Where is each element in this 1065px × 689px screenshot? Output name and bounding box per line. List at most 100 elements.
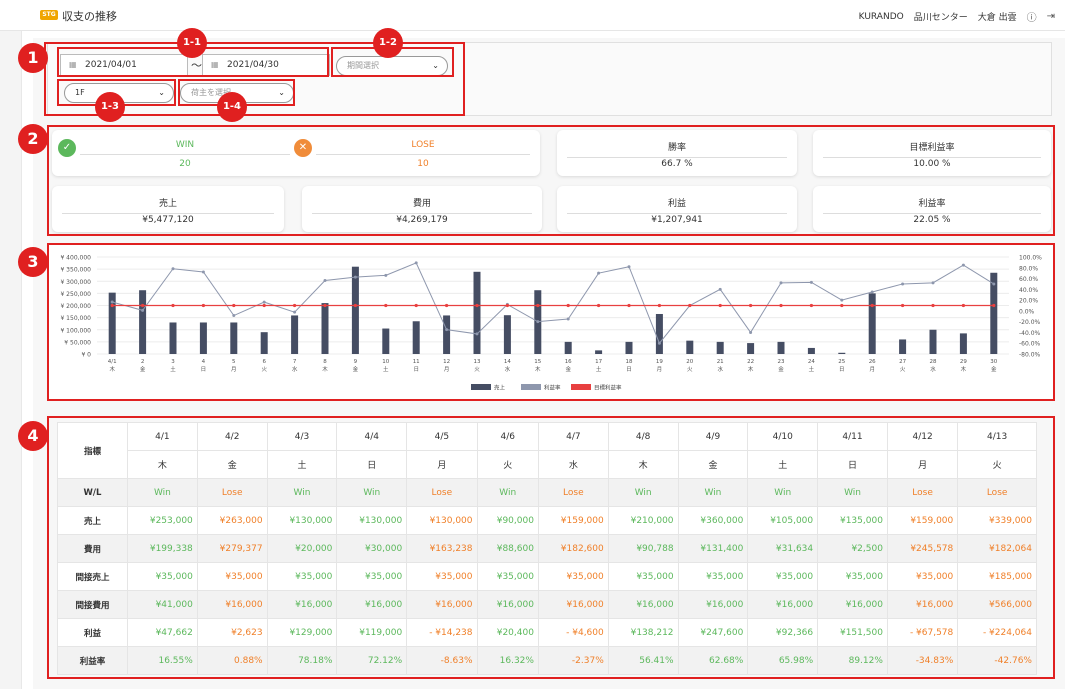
y-tick-right: 40.0% bbox=[1019, 287, 1038, 294]
table-cell: ¥35,000 bbox=[817, 562, 888, 591]
table-cell: ¥199,338 bbox=[127, 534, 198, 563]
x-tick-weekday: 木 bbox=[535, 365, 541, 373]
margin-rate-point bbox=[475, 332, 479, 336]
table-cell: ¥253,000 bbox=[127, 506, 198, 535]
table-row: 費用 ¥199,338 ¥279,377 ¥20,000 ¥30,000 ¥163,238… bbox=[57, 534, 1037, 563]
user-area: KURANDO 品川センター 大倉 出雲 ⓘ ⇥ bbox=[859, 9, 1055, 24]
row-label: 売上 bbox=[57, 506, 128, 535]
cost-label: 費用 bbox=[312, 196, 532, 214]
table-cell: Win bbox=[747, 478, 819, 507]
revenue-chart: ¥ 400,000 ¥ 350,000 ¥ 300,000 ¥ 250,000 ¥ 20… bbox=[47, 245, 1055, 400]
table-cell: ¥16,000 bbox=[537, 590, 609, 619]
chart-bar bbox=[503, 315, 511, 354]
table-cell: ¥16,000 bbox=[266, 590, 338, 619]
x-tick-weekday: 木 bbox=[109, 365, 115, 373]
x-tick-weekday: 土 bbox=[383, 365, 389, 373]
chart-bar bbox=[230, 322, 238, 354]
margin-rate-point bbox=[901, 282, 905, 286]
win-rate-value: 66.7 % bbox=[661, 159, 693, 169]
margin-rate-point bbox=[323, 278, 327, 282]
target-margin-point bbox=[384, 303, 388, 308]
user-name[interactable]: 大倉 出雲 bbox=[977, 13, 1017, 23]
target-margin-point bbox=[597, 303, 601, 308]
target-margin-point bbox=[536, 303, 540, 308]
table-cell: ¥131,400 bbox=[677, 534, 749, 563]
x-tick-weekday: 火 bbox=[687, 367, 693, 373]
chevron-down-icon: ⌄ bbox=[158, 88, 165, 97]
target-margin-label: 目標利益率 bbox=[823, 140, 1041, 158]
date-range-tilde: 〜 bbox=[191, 59, 202, 72]
legend-label: 売上 bbox=[494, 384, 506, 392]
table-cell: ¥130,000 bbox=[266, 506, 338, 535]
chart-bar bbox=[139, 290, 147, 354]
x-tick-weekday: 土 bbox=[170, 365, 176, 373]
table-cell: 16.32% bbox=[476, 646, 539, 675]
win-rate-label: 勝率 bbox=[567, 140, 787, 158]
table-cell: ¥210,000 bbox=[607, 506, 679, 535]
y-tick-right: -40.0% bbox=[1019, 330, 1041, 337]
table-cell: -34.83% bbox=[886, 646, 959, 675]
left-rail bbox=[0, 31, 22, 689]
date-from-value: 2021/04/01 bbox=[85, 60, 137, 70]
sales-value: ¥5,477,120 bbox=[142, 215, 194, 225]
table-cell: ¥92,366 bbox=[747, 618, 819, 647]
center-name[interactable]: 品川センター bbox=[913, 13, 968, 23]
x-tick-weekday: 金 bbox=[140, 365, 146, 373]
marker-1: 1 bbox=[18, 43, 48, 73]
y-tick-right: 20.0% bbox=[1019, 298, 1038, 305]
margin-rate-point bbox=[536, 320, 540, 324]
table-cell: 62.68% bbox=[677, 646, 749, 675]
help-icon[interactable]: ⓘ bbox=[1026, 13, 1037, 24]
table-cell: ¥47,662 bbox=[127, 618, 198, 647]
shipper-select-placeholder: 荷主を選択 bbox=[191, 88, 231, 97]
margin-rate-point bbox=[262, 300, 266, 304]
table-cell: ¥16,000 bbox=[196, 590, 268, 619]
table-cell: ¥20,000 bbox=[266, 534, 338, 563]
x-tick-weekday: 金 bbox=[353, 365, 359, 373]
table-cell: ¥279,377 bbox=[196, 534, 268, 563]
x-tick-day: 4 bbox=[202, 359, 206, 365]
target-margin-point bbox=[961, 303, 966, 308]
legend-swatch bbox=[521, 384, 541, 390]
margin-rate-point bbox=[171, 267, 175, 271]
table-cell: Win bbox=[336, 478, 408, 507]
logout-icon[interactable]: ⇥ bbox=[1046, 11, 1055, 22]
table-cell: ¥16,000 bbox=[817, 590, 888, 619]
chart-bar bbox=[595, 350, 603, 354]
target-margin-point bbox=[809, 303, 814, 308]
x-tick-day: 2 bbox=[141, 359, 145, 365]
sales-card: 売上 ¥5,477,120 bbox=[52, 186, 284, 232]
x-tick-weekday: 金 bbox=[565, 365, 571, 373]
target-margin-point bbox=[627, 303, 631, 308]
chart-bar bbox=[443, 315, 451, 354]
marker-1-2: 1-2 bbox=[373, 28, 403, 58]
table-cell: ¥105,000 bbox=[747, 506, 819, 535]
table-cell: 72.12% bbox=[336, 646, 408, 675]
target-margin-point bbox=[931, 303, 935, 308]
x-tick-weekday: 日 bbox=[413, 366, 419, 373]
x-tick-weekday: 火 bbox=[474, 367, 480, 373]
x-tick-weekday: 日 bbox=[839, 366, 845, 373]
y-tick-right: -80.0% bbox=[1019, 352, 1041, 359]
date-header: 4/3 bbox=[266, 422, 338, 451]
table-cell: ¥159,000 bbox=[886, 506, 959, 535]
table-cell: ¥16,000 bbox=[886, 590, 959, 619]
chart-bar bbox=[108, 292, 116, 354]
win-rate-card: 勝率 66.7 % bbox=[557, 130, 797, 176]
annotation-box-3 bbox=[47, 243, 1055, 401]
x-tick-day: 12 bbox=[443, 359, 450, 365]
margin-rate-point bbox=[840, 298, 844, 302]
x-tick-day: 5 bbox=[232, 359, 236, 365]
date-header: 4/8 bbox=[607, 422, 679, 451]
revenue-chart-svg: ¥ 400,000 ¥ 350,000 ¥ 300,000 ¥ 250,000 ¥ 20… bbox=[60, 255, 1042, 392]
y-tick-left: ¥ 400,000 bbox=[60, 255, 91, 262]
x-tick-weekday: 木 bbox=[961, 365, 967, 373]
table-cell: ¥35,000 bbox=[677, 562, 749, 591]
x-tick-day: 9 bbox=[354, 359, 358, 365]
margin-rate-point bbox=[566, 317, 570, 321]
table-cell: ¥90,788 bbox=[607, 534, 679, 563]
margin-rate-point bbox=[141, 308, 145, 312]
chart-bar bbox=[868, 293, 876, 354]
table-cell: - ¥4,600 bbox=[537, 618, 609, 647]
table-cell: ¥31,634 bbox=[747, 534, 819, 563]
